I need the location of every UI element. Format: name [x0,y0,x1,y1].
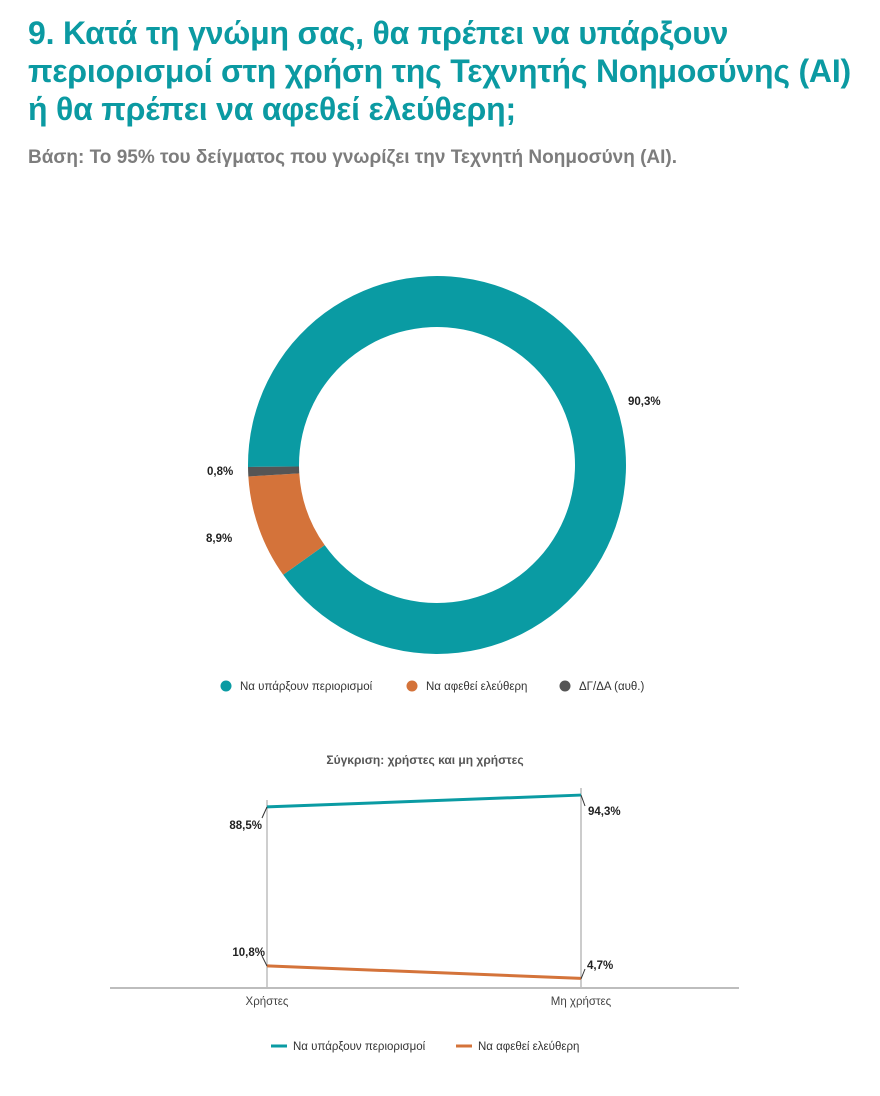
line-legend: Να υπάρξουν περιορισμοί Να αφεθεί ελεύθε… [271,1041,579,1053]
leader-line [261,806,268,819]
page-title: 9. Κατά τη γνώμη σας, θα πρέπει να υπάρξ… [28,15,851,127]
leader-line [261,955,268,967]
donut-slice [248,473,325,575]
series-line [266,964,582,980]
legend-dot-orange-icon [406,680,418,692]
line-chart-title: Σύγκριση: χρήστες και μη χρήστες [326,753,523,767]
x-tick-users: Χρήστες [246,996,289,1008]
series-line [266,793,582,809]
page-subtitle: Βάση: Το 95% του δείγματος που γνωρίζει … [28,147,678,168]
donut-label-free: 8,9% [206,533,232,545]
legend-dot-gray-icon [559,680,571,692]
legend-label-free: Να αφεθεί ελεύθερη [426,681,527,693]
donut-slice [248,275,626,654]
legend-label-restrictions: Να υπάρξουν περιορισμοί [293,1041,426,1053]
legend-label-dk: ΔΓ/ΔΑ (αυθ.) [579,681,644,693]
point-label-restrictions-nonusers: 94,3% [588,806,621,818]
donut-slice [248,466,300,477]
legend-label-free: Να αφεθεί ελεύθερη [478,1041,579,1053]
donut-label-restrictions: 90,3% [628,396,661,408]
legend-dot-teal-icon [220,680,232,692]
donut-chart [248,275,626,654]
donut-legend: Να υπάρξουν περιορισμοί Να αφεθεί ελεύθε… [220,680,644,693]
line-chart: 88,5% 94,3% 10,8% 4,7% Χρήστες Μη χρήστε… [110,788,739,1008]
x-tick-nonusers: Μη χρήστες [551,996,612,1008]
leader-line [580,794,586,807]
donut-label-dk: 0,8% [207,466,233,478]
leader-line [580,968,586,980]
point-label-free-users: 10,8% [232,947,265,959]
point-label-restrictions-users: 88,5% [229,820,262,832]
legend-label-restrictions: Να υπάρξουν περιορισμοί [240,681,373,693]
point-label-free-nonusers: 4,7% [587,960,613,972]
